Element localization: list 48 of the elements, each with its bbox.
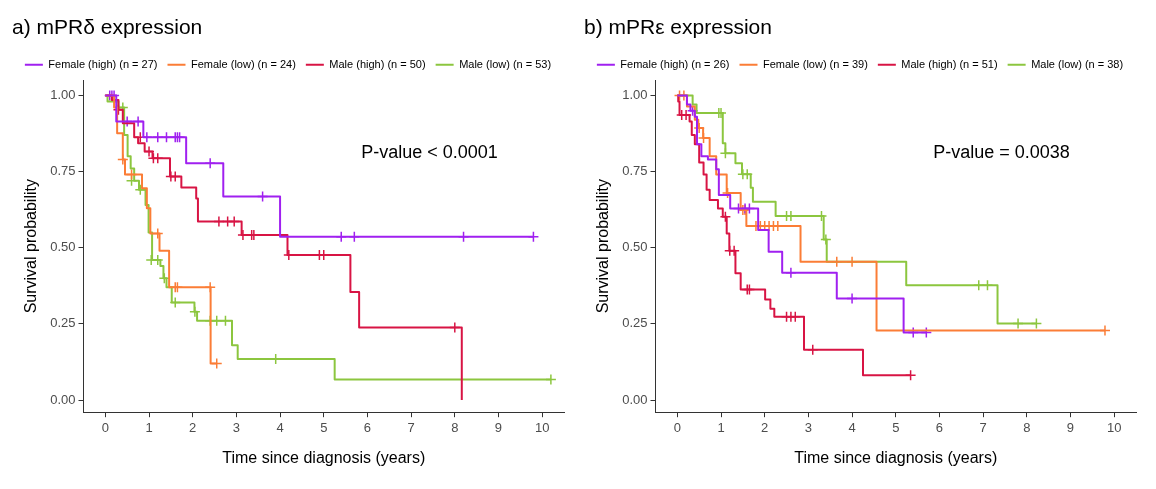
y-tick-label: 0.00	[622, 391, 648, 407]
y-tick-label: 0.25	[622, 315, 648, 331]
legend-label: Male (high) (n = 51)	[901, 57, 998, 70]
chart-title: a) mPRδ expression	[12, 15, 203, 39]
y-tick-label: 0.75	[622, 163, 648, 179]
y-axis-title: Survival probability	[594, 179, 612, 314]
y-axis-title: Survival probability	[22, 179, 40, 314]
x-tick-label: 10	[534, 419, 550, 435]
x-tick-label: 10	[1106, 419, 1122, 435]
x-tick-label: 9	[1066, 419, 1075, 435]
annotation: P-value < 0.0001	[361, 142, 498, 163]
y-tick-label: 1.00	[50, 87, 76, 103]
x-tick-label: 3	[232, 419, 240, 435]
x-tick-label: 4	[848, 419, 856, 435]
x-tick-label: 7	[979, 419, 987, 435]
x-tick-label: 6	[935, 419, 944, 435]
legend-label: Female (low) (n = 24)	[191, 57, 296, 70]
x-tick-label: 8	[1023, 419, 1031, 435]
x-tick-label: 3	[804, 419, 812, 435]
x-tick-label: 0	[673, 419, 681, 435]
legend-label: Female (low) (n = 39)	[763, 57, 868, 70]
x-tick-label: 1	[145, 419, 153, 435]
x-tick-label: 8	[451, 419, 459, 435]
legend-label: Male (low) (n = 53)	[459, 57, 552, 70]
legend-label: Male (high) (n = 50)	[329, 57, 426, 70]
y-tick-label: 0.25	[50, 315, 76, 331]
x-tick-label: 9	[494, 419, 503, 435]
annotation: P-value = 0.0038	[933, 142, 1070, 163]
x-tick-label: 0	[101, 419, 109, 435]
y-tick-label: 0.00	[50, 391, 76, 407]
chart-title: b) mPRε expression	[584, 15, 772, 39]
x-axis-title: Time since diagnosis (years)	[794, 448, 998, 466]
x-tick-label: 7	[407, 419, 415, 435]
y-tick-label: 1.00	[622, 87, 648, 103]
legend-label: Female (high) (n = 26)	[620, 57, 730, 70]
y-tick-label: 0.50	[622, 239, 648, 255]
x-tick-label: 1	[717, 419, 725, 435]
x-tick-label: 4	[276, 419, 284, 435]
x-tick-label: 5	[892, 419, 900, 435]
x-tick-label: 6	[363, 419, 372, 435]
legend-label: Male (low) (n = 38)	[1031, 57, 1124, 70]
y-tick-label: 0.75	[50, 163, 76, 179]
x-axis-title: Time since diagnosis (years)	[222, 448, 426, 466]
x-tick-label: 2	[761, 419, 769, 435]
legend-label: Female (high) (n = 27)	[48, 57, 158, 70]
x-tick-label: 5	[320, 419, 328, 435]
y-tick-label: 0.50	[50, 239, 76, 255]
x-tick-label: 2	[189, 419, 197, 435]
